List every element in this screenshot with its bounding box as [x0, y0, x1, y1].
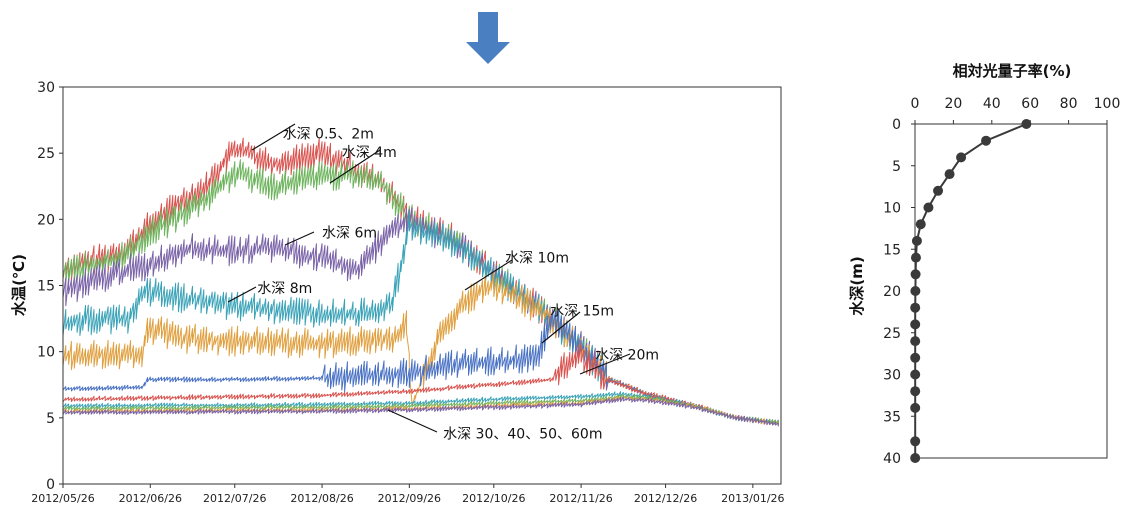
- profile-point: [910, 302, 921, 313]
- profile-point: [1021, 119, 1032, 129]
- temp-series-line: [62, 391, 779, 426]
- annotation-label: 水深 30、40、50、60m: [443, 427, 602, 443]
- annotation-leader: [541, 311, 581, 344]
- temp-series-group: [62, 137, 779, 427]
- profile-point: [910, 369, 921, 380]
- annotation-leader: [579, 353, 631, 375]
- temp-ytick-label: 5: [46, 411, 55, 427]
- temp-ytick-label: 15: [37, 279, 55, 295]
- temp-ytick-label: 20: [37, 212, 55, 228]
- annotation-label: 水深 20m: [595, 347, 659, 363]
- annotation-label: 水深 0.5、2m: [283, 126, 374, 142]
- temp-xtick-label: 2012/05/26: [31, 492, 94, 505]
- profile-xtick-label: 100: [1094, 96, 1121, 112]
- profile-ytick-label: 40: [883, 451, 901, 467]
- profile-point: [911, 235, 922, 246]
- temp-ytick-label: 10: [37, 345, 55, 361]
- temp-xtick-label: 2012/11/26: [549, 492, 612, 505]
- profile-ytick-label: 10: [883, 201, 901, 217]
- temp-ytick-label: 0: [46, 477, 55, 493]
- profile-point: [910, 386, 921, 397]
- profile-point: [915, 219, 926, 230]
- profile-points: [910, 119, 1032, 463]
- annotation-label: 水深 8m: [257, 281, 312, 297]
- annotation-label: 水深 6m: [322, 226, 377, 242]
- profile-line: [914, 123, 1027, 458]
- temp-xtick-label: 2012/08/26: [290, 492, 353, 505]
- temp-xticks: 2012/05/26 2012/06/26 2012/07/26 2012/08/26…: [31, 484, 785, 505]
- annotation-leader: [227, 286, 257, 303]
- profile-xtick-label: 40: [983, 96, 1001, 112]
- profile-yticks: 0 5 10 15 20 25 30 35 40: [883, 117, 915, 467]
- profile-point: [981, 135, 992, 146]
- profile-xtick-label: 80: [1060, 96, 1078, 112]
- profile-xtick-label: 20: [944, 96, 962, 112]
- profile-point: [910, 402, 921, 413]
- temp-yticks: 0 5 10 15 20 25 30: [37, 80, 63, 493]
- profile-xtick-label: 0: [911, 96, 920, 112]
- profile-ytick-label: 25: [883, 326, 901, 342]
- profile-point: [910, 336, 921, 347]
- annotation-leader: [329, 149, 381, 184]
- temp-series-line: [62, 211, 779, 426]
- profile-point: [923, 202, 934, 213]
- profile-point: [910, 286, 921, 296]
- annotation-label: 水深 15m: [550, 304, 614, 320]
- annotation-leader: [387, 409, 438, 433]
- profile-point: [910, 436, 921, 447]
- profile-point: [910, 453, 921, 463]
- annotation-leader: [464, 259, 513, 291]
- profile-ytick-label: 0: [892, 117, 901, 133]
- profile-xticks: 0 20 40 60 80 100: [911, 96, 1121, 124]
- profile-y-axis-label: 水深(m): [848, 256, 866, 315]
- annotation-leader: [284, 231, 315, 246]
- temp-xtick-label: 2012/06/26: [119, 492, 182, 505]
- y-axis-label: 水温(℃): [10, 254, 28, 316]
- profile-point: [933, 185, 944, 196]
- temp-xtick-label: 2012/09/26: [378, 492, 441, 505]
- temp-xtick-label: 2012/07/26: [203, 492, 266, 505]
- profile-point: [910, 319, 921, 330]
- temp-xtick-label: 2012/12/26: [634, 492, 697, 505]
- temp-xtick-label: 2012/10/26: [462, 492, 525, 505]
- profile-point: [910, 352, 921, 363]
- profile-ytick-label: 20: [883, 284, 901, 300]
- profile-ytick-label: 30: [883, 368, 901, 384]
- profile-ytick-label: 5: [892, 159, 901, 175]
- annotation-label: 水深 10m: [505, 251, 569, 267]
- profile-point: [910, 252, 921, 263]
- temp-plot-frame: [62, 86, 782, 485]
- temp-ytick-label: 25: [37, 146, 55, 162]
- light-profile-chart: 相対光量子率(%) 水深(m) 0 20 40 60 80 100 0 5 10 15 20 25 3…: [848, 62, 1120, 467]
- temp-ytick-label: 30: [37, 80, 55, 96]
- annotation-leader: [251, 123, 296, 151]
- temp-series-line: [62, 396, 779, 427]
- profile-ytick-label: 35: [883, 409, 901, 425]
- profile-plot-frame: [914, 123, 1108, 459]
- profile-title: 相対光量子率(%): [953, 62, 1072, 80]
- temp-annotations: 水深 0.5、2m 水深 4m 水深 6m 水深 8m 水深 10m 水深 15m 水深 2…: [227, 123, 659, 443]
- profile-xtick-label: 60: [1021, 96, 1039, 112]
- profile-point: [944, 169, 955, 180]
- down-arrow-icon: [466, 12, 510, 64]
- profile-point: [956, 152, 967, 163]
- annotation-label: 水深 4m: [342, 145, 397, 161]
- temp-xtick-label: 2013/01/26: [721, 492, 784, 505]
- profile-point: [910, 269, 921, 280]
- profile-ytick-label: 15: [883, 242, 901, 258]
